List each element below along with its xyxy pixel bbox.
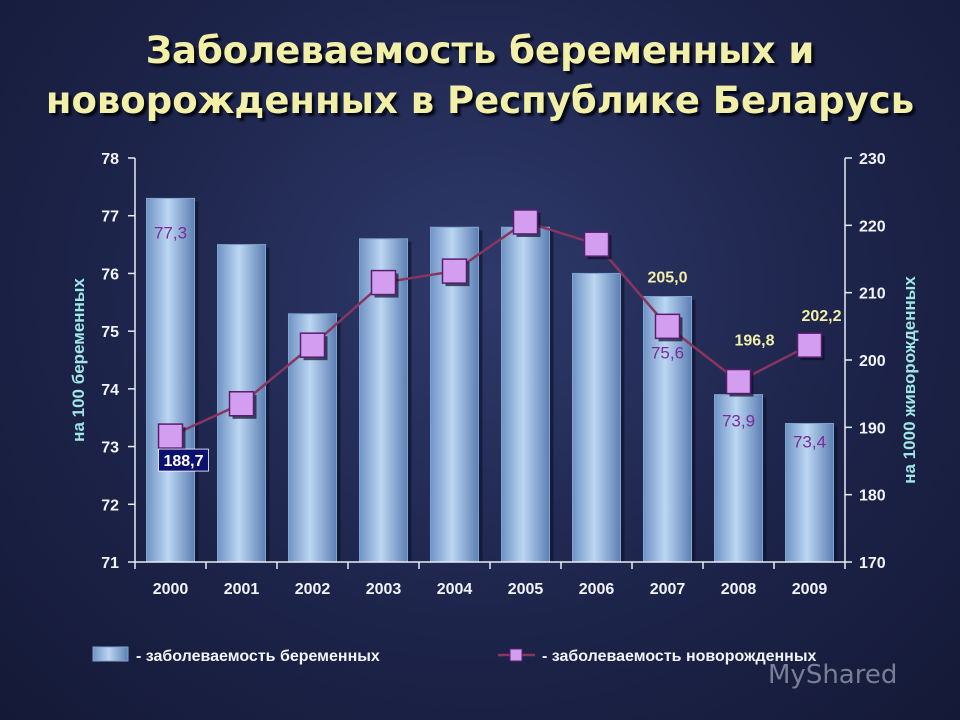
y-left-tick-label: 71 — [101, 555, 119, 572]
line-series — [169, 220, 811, 438]
line-marker — [299, 332, 326, 358]
y-left-tick-label: 77 — [101, 209, 119, 226]
line-data-label: 202,2 — [801, 308, 841, 325]
legend-bar-swatch — [92, 646, 129, 662]
line-label-box — [158, 448, 209, 472]
bar — [572, 272, 621, 563]
x-tick-label: 2004 — [437, 581, 473, 598]
x-tick-label: 2000 — [153, 581, 189, 598]
x-tick-label: 2007 — [650, 581, 686, 598]
x-tick-label: 2008 — [721, 581, 757, 598]
x-tick-label: 2006 — [579, 581, 615, 598]
y-left-axis-title: на 100 беременных — [69, 278, 88, 442]
y-right-tick-label: 210 — [859, 286, 886, 303]
bar — [501, 226, 550, 563]
title-line-2: новорожденных в Республике Беларусь — [45, 79, 915, 122]
y-left-tick-label: 72 — [101, 497, 119, 514]
bar — [714, 394, 763, 563]
y-right-tick-label: 180 — [859, 488, 886, 505]
y-right-tick-label: 190 — [859, 420, 886, 437]
bar-data-label: 73,9 — [722, 412, 755, 431]
x-tick-label: 2009 — [792, 581, 828, 598]
watermark: MyShared — [768, 660, 898, 690]
y-left-tick-label: 78 — [101, 151, 119, 168]
line-marker — [512, 209, 539, 235]
line-data-label: 188,7 — [163, 453, 203, 470]
line-marker — [441, 258, 468, 284]
bar-data-label: 73,4 — [793, 432, 826, 451]
line-marker — [157, 423, 184, 449]
y-right-tick-label: 170 — [859, 555, 886, 572]
line-marker — [370, 269, 397, 296]
line-marker — [654, 313, 681, 340]
line-data-label: 196,8 — [734, 333, 774, 350]
bar — [359, 238, 408, 563]
line-marker — [228, 391, 255, 417]
line-marker — [796, 332, 823, 358]
legend-line-label: - заболеваемость новорожденных — [542, 648, 817, 665]
x-tick-label: 2001 — [224, 581, 260, 598]
y-right-tick-label: 220 — [859, 218, 886, 235]
bar-data-label: 77,3 — [154, 223, 187, 242]
y-left-tick-label: 76 — [101, 266, 119, 283]
plot-area: 71 72 73 74 75 76 77 78 170 180 190 200 210 220 230 200… — [69, 151, 919, 665]
chart-title: Заболеваемость беременных и новорожденны… — [0, 26, 960, 126]
y-right-axis-title: на 1000 живорожденных — [900, 276, 919, 484]
x-tick-label: 2005 — [508, 581, 544, 598]
line-marker — [583, 231, 610, 257]
x-tick-label: 2002 — [295, 581, 331, 598]
y-left-tick-label: 75 — [101, 324, 119, 341]
y-left-tick-label: 74 — [101, 382, 119, 399]
line-data-label: 205,0 — [647, 269, 687, 286]
line-marker — [725, 368, 752, 395]
title-line-1: Заболеваемость беременных и — [145, 29, 815, 72]
x-tick-label: 2003 — [366, 581, 402, 598]
legend-bar-label: - заболеваемость беременных — [136, 648, 380, 665]
bar — [146, 197, 195, 563]
y-right-tick-label: 230 — [859, 151, 886, 168]
bar-data-label: 75,6 — [651, 344, 684, 363]
bar — [785, 422, 834, 563]
y-left-tick-label: 73 — [101, 440, 119, 457]
y-right-tick-label: 200 — [859, 353, 886, 370]
legend-line-marker — [509, 648, 523, 662]
